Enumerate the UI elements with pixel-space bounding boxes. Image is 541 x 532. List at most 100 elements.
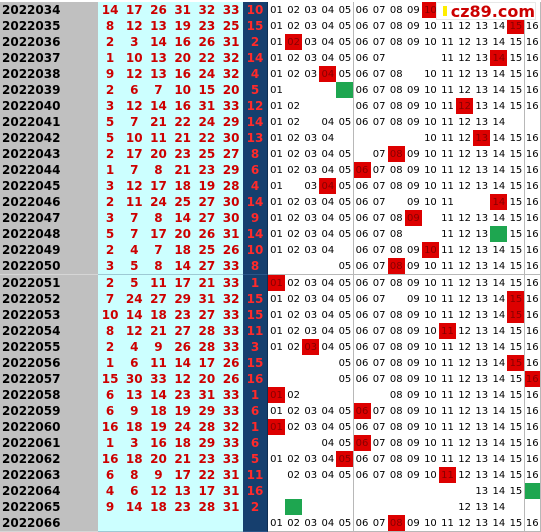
number-cell: 10 xyxy=(422,98,440,115)
number-cell: 05 xyxy=(336,146,354,163)
blue-ball-number: 1 xyxy=(243,419,268,436)
blue-ball-number xyxy=(243,515,268,532)
number-cell: 12 xyxy=(456,114,474,131)
number-cell: 13 xyxy=(473,210,491,227)
red-ball-number: 33 xyxy=(219,387,244,404)
number-cell: 02 xyxy=(285,226,303,243)
green-marker-cell xyxy=(490,226,508,243)
empty-number-cell xyxy=(319,371,337,388)
site-logo[interactable]: cz89.com xyxy=(436,2,536,20)
issue-number: 2022035 xyxy=(0,18,98,35)
blue-ball-number: 14 xyxy=(243,226,268,243)
empty-number-cell xyxy=(354,146,372,163)
number-cell: 15 xyxy=(507,98,525,115)
number-cell: 03 xyxy=(302,50,320,67)
empty-number-cell xyxy=(319,499,337,516)
red-ball-number: 16 xyxy=(171,66,196,83)
number-cell: 15 xyxy=(507,82,525,99)
red-ball-number: 4 xyxy=(122,242,147,259)
number-cell: 14 xyxy=(490,275,508,292)
empty-number-cell xyxy=(473,194,491,211)
empty-number-cell xyxy=(336,242,354,259)
red-ball-number: 23 xyxy=(171,499,196,516)
number-cell: 15 xyxy=(507,275,525,292)
number-cell: 09 xyxy=(405,323,423,340)
issue-number: 2022057 xyxy=(0,371,98,388)
number-cell: 07 xyxy=(371,2,389,19)
number-cell: 10 xyxy=(422,371,440,388)
number-cell: 07 xyxy=(371,242,389,259)
number-cell: 04 xyxy=(319,307,337,324)
red-ball-number: 17 xyxy=(195,355,220,372)
number-cell: 16 xyxy=(525,130,541,147)
red-ball-number: 27 xyxy=(195,307,220,324)
number-cell: 07 xyxy=(371,34,389,51)
number-cell: 16 xyxy=(525,178,541,195)
red-ball-number: 24 xyxy=(146,194,171,211)
red-ball-number: 24 xyxy=(122,291,147,308)
number-cell: 16 xyxy=(525,419,541,436)
number-cell: 14 xyxy=(490,355,508,372)
number-cell: 10 xyxy=(422,82,440,99)
empty-number-cell xyxy=(285,435,303,452)
number-cell: 06 xyxy=(354,98,372,115)
red-ball-number: 33 xyxy=(219,403,244,420)
number-cell: 02 xyxy=(285,114,303,131)
red-ball-number: 2 xyxy=(98,146,123,163)
number-cell: 14 xyxy=(490,130,508,147)
red-ball-number: 10 xyxy=(171,82,196,99)
red-ball-number: 24 xyxy=(195,114,220,131)
number-cell: 07 xyxy=(371,275,389,292)
red-ball-number: 9 xyxy=(146,339,171,356)
hit-number-cell: 13 xyxy=(473,130,491,147)
red-ball-number: 8 xyxy=(98,18,123,35)
empty-number-cell xyxy=(285,178,303,195)
number-cell: 13 xyxy=(473,66,491,83)
number-cell: 09 xyxy=(405,162,423,179)
red-ball-number: 3 xyxy=(98,210,123,227)
number-cell: 04 xyxy=(319,50,337,67)
number-cell: 12 xyxy=(456,82,474,99)
hit-number-cell: 11 xyxy=(439,323,457,340)
red-ball-number: 32 xyxy=(219,419,244,436)
number-cell: 06 xyxy=(354,242,372,259)
red-ball-number: 28 xyxy=(195,419,220,436)
empty-number-cell xyxy=(319,98,337,115)
number-cell: 16 xyxy=(525,242,541,259)
empty-number-cell xyxy=(268,258,286,275)
number-cell: 12 xyxy=(456,435,474,452)
number-cell: 01 xyxy=(268,291,286,308)
number-cell: 11 xyxy=(439,258,457,275)
number-cell: 05 xyxy=(336,307,354,324)
number-cell: 16 xyxy=(525,435,541,452)
number-cell: 11 xyxy=(439,34,457,51)
red-ball-number: 22 xyxy=(195,50,220,67)
number-cell: 11 xyxy=(439,98,457,115)
number-cell: 08 xyxy=(388,242,406,259)
issue-number: 2022042 xyxy=(0,130,98,147)
red-ball-number: 18 xyxy=(122,419,147,436)
number-cell: 14 xyxy=(490,98,508,115)
number-cell: 13 xyxy=(473,435,491,452)
number-cell: 05 xyxy=(336,371,354,388)
number-cell: 03 xyxy=(302,146,320,163)
empty-number-cell xyxy=(302,387,320,404)
number-cell: 10 xyxy=(422,515,440,532)
red-ball-number: 21 xyxy=(195,275,220,292)
number-cell: 04 xyxy=(319,339,337,356)
number-cell: 06 xyxy=(354,467,372,484)
number-cell: 04 xyxy=(319,226,337,243)
empty-number-cell xyxy=(354,499,372,516)
number-cell: 14 xyxy=(490,18,508,35)
number-cell: 01 xyxy=(268,66,286,83)
hit-number-cell: 09 xyxy=(405,210,423,227)
red-ball-number: 12 xyxy=(122,66,147,83)
red-ball-number: 31 xyxy=(171,2,196,19)
number-cell: 05 xyxy=(336,355,354,372)
number-cell: 13 xyxy=(473,499,491,516)
number-cell: 01 xyxy=(268,307,286,324)
number-cell: 05 xyxy=(336,339,354,356)
number-cell: 07 xyxy=(371,114,389,131)
number-cell: 03 xyxy=(302,323,320,340)
number-cell: 16 xyxy=(525,194,541,211)
